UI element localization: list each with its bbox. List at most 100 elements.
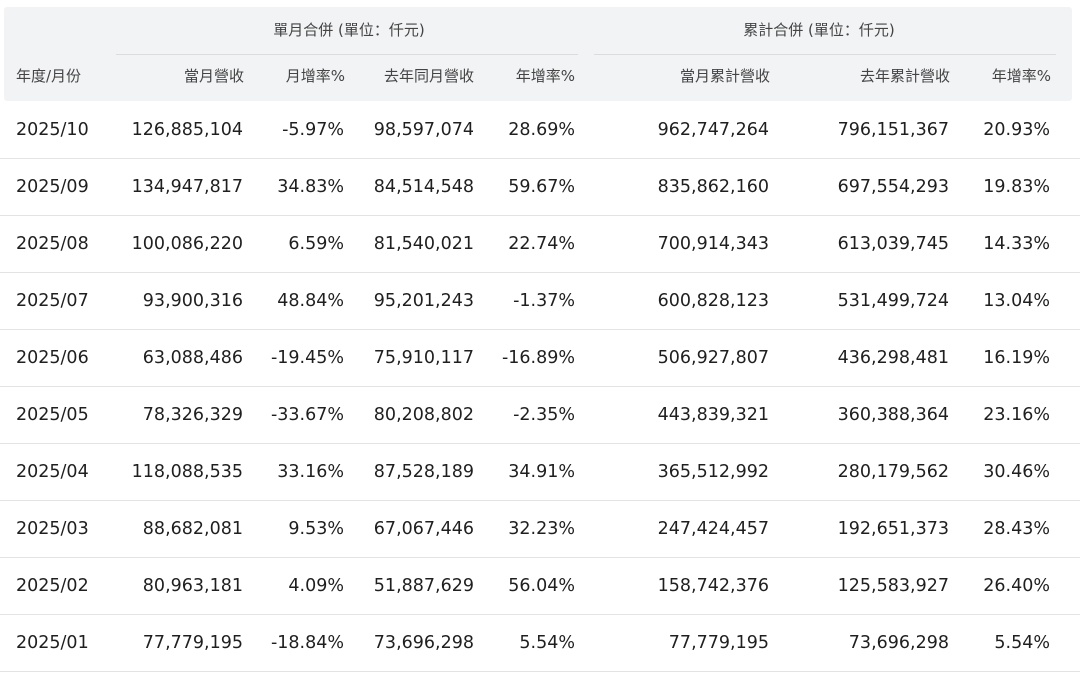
cell-yoy: 5.54%	[519, 633, 575, 653]
cell-mom: 48.84%	[277, 291, 344, 311]
table-row: 2025/04 118,088,535 33.16% 87,528,189 34.91%…	[0, 444, 1080, 501]
table-row: 2025/09 134,947,817 34.83% 84,514,548 59.67%…	[0, 159, 1080, 216]
cell-period: 2025/07	[16, 291, 89, 311]
table-row: 2025/08 100,086,220 6.59% 81,540,021 22.74% 7…	[0, 216, 1080, 273]
cell-last-year-cum: 360,388,364	[837, 405, 949, 425]
cell-cum-revenue: 962,747,264	[657, 120, 769, 140]
cell-yoy: 32.23%	[508, 519, 575, 539]
group-header-monthly: 單月合併 (單位：仟元)	[273, 21, 425, 39]
cell-cum-yoy: 13.04%	[983, 291, 1050, 311]
col-header-month-revenue: 當月營收	[183, 67, 244, 85]
group-divider-cumulative	[594, 54, 1056, 55]
cell-cum-revenue: 600,828,123	[657, 291, 769, 311]
table-row: 2025/05 78,326,329 -33.67% 80,208,802 -2.35%…	[0, 387, 1080, 444]
table-row: 2025/03 88,682,081 9.53% 67,067,446 32.23% 24…	[0, 501, 1080, 558]
cell-month-revenue: 126,885,104	[131, 120, 243, 140]
cell-month-revenue: 77,779,195	[142, 633, 243, 653]
cell-cum-revenue: 506,927,807	[657, 348, 769, 368]
cell-month-revenue: 78,326,329	[142, 405, 243, 425]
cell-period: 2025/01	[16, 633, 89, 653]
cell-month-revenue: 88,682,081	[142, 519, 243, 539]
cell-mom: 4.09%	[288, 576, 344, 596]
cell-month-revenue: 100,086,220	[131, 234, 243, 254]
cell-last-year-cum: 73,696,298	[848, 633, 949, 653]
table-row: 2025/10 126,885,104 -5.97% 98,597,074 28.69%…	[0, 102, 1080, 159]
cell-last-year-cum: 796,151,367	[837, 120, 949, 140]
table-row: 2025/01 77,779,195 -18.84% 73,696,298 5.54% 7…	[0, 615, 1080, 672]
cell-last-year-cum: 280,179,562	[837, 462, 949, 482]
table-row: 2025/07 93,900,316 48.84% 95,201,243 -1.37% 6…	[0, 273, 1080, 330]
cell-cum-yoy: 28.43%	[983, 519, 1050, 539]
col-header-last-year-month: 去年同月營收	[383, 67, 474, 85]
cell-last-year-cum: 613,039,745	[837, 234, 949, 254]
cell-mom: -33.67%	[270, 405, 344, 425]
cell-month-revenue: 134,947,817	[131, 177, 243, 197]
cell-cum-yoy: 14.33%	[983, 234, 1050, 254]
cell-period: 2025/06	[16, 348, 89, 368]
cell-cum-revenue: 835,862,160	[657, 177, 769, 197]
col-header-cum-revenue: 當月累計營收	[679, 67, 770, 85]
cell-period: 2025/08	[16, 234, 89, 254]
cell-last-year-month: 73,696,298	[373, 633, 474, 653]
cell-yoy: 56.04%	[508, 576, 575, 596]
cell-yoy: 34.91%	[508, 462, 575, 482]
cell-last-year-month: 67,067,446	[373, 519, 474, 539]
cell-last-year-month: 80,208,802	[373, 405, 474, 425]
col-header-mom: 月增率%	[285, 67, 345, 85]
cell-mom: 33.16%	[277, 462, 344, 482]
cell-cum-yoy: 19.83%	[983, 177, 1050, 197]
cell-cum-revenue: 443,839,321	[657, 405, 769, 425]
cell-month-revenue: 118,088,535	[131, 462, 243, 482]
cell-yoy: 59.67%	[508, 177, 575, 197]
cell-last-year-cum: 125,583,927	[837, 576, 949, 596]
cell-month-revenue: 80,963,181	[142, 576, 243, 596]
cell-cum-revenue: 365,512,992	[657, 462, 769, 482]
cell-mom: 6.59%	[288, 234, 344, 254]
col-header-cum-yoy: 年增率%	[991, 67, 1051, 85]
cell-cum-yoy: 16.19%	[983, 348, 1050, 368]
cell-period: 2025/02	[16, 576, 89, 596]
cell-month-revenue: 63,088,486	[142, 348, 243, 368]
group-divider-monthly	[116, 54, 578, 55]
cell-period: 2025/04	[16, 462, 89, 482]
cell-last-year-month: 75,910,117	[373, 348, 474, 368]
table-row: 2025/06 63,088,486 -19.45% 75,910,117 -16.89…	[0, 330, 1080, 387]
table-row: 2025/02 80,963,181 4.09% 51,887,629 56.04% 15…	[0, 558, 1080, 615]
cell-cum-revenue: 77,779,195	[668, 633, 769, 653]
cell-cum-yoy: 30.46%	[983, 462, 1050, 482]
cell-month-revenue: 93,900,316	[142, 291, 243, 311]
cell-mom: 9.53%	[288, 519, 344, 539]
cell-period: 2025/05	[16, 405, 89, 425]
cell-last-year-cum: 436,298,481	[837, 348, 949, 368]
cell-period: 2025/09	[16, 177, 89, 197]
cell-last-year-month: 51,887,629	[373, 576, 474, 596]
cell-last-year-cum: 697,554,293	[837, 177, 949, 197]
cell-last-year-cum: 531,499,724	[837, 291, 949, 311]
cell-cum-yoy: 5.54%	[994, 633, 1050, 653]
cell-yoy: -16.89%	[501, 348, 575, 368]
cell-yoy: 22.74%	[508, 234, 575, 254]
cell-yoy: -1.37%	[513, 291, 575, 311]
cell-cum-yoy: 26.40%	[983, 576, 1050, 596]
cell-yoy: 28.69%	[508, 120, 575, 140]
table-header: 單月合併 (單位：仟元) 累計合併 (單位：仟元) 年度/月份 當月營收 月增率…	[4, 7, 1072, 101]
cell-period: 2025/10	[16, 120, 89, 140]
col-header-yoy: 年增率%	[515, 67, 575, 85]
cell-mom: -19.45%	[270, 348, 344, 368]
cell-mom: -18.84%	[270, 633, 344, 653]
cell-mom: -5.97%	[282, 120, 344, 140]
cell-last-year-month: 98,597,074	[373, 120, 474, 140]
cell-cum-yoy: 20.93%	[983, 120, 1050, 140]
cell-cum-revenue: 700,914,343	[657, 234, 769, 254]
cell-mom: 34.83%	[277, 177, 344, 197]
cell-cum-yoy: 23.16%	[983, 405, 1050, 425]
cell-last-year-cum: 192,651,373	[837, 519, 949, 539]
cell-cum-revenue: 247,424,457	[657, 519, 769, 539]
cell-last-year-month: 84,514,548	[373, 177, 474, 197]
col-header-period: 年度/月份	[16, 67, 82, 85]
group-header-cumulative: 累計合併 (單位：仟元)	[743, 21, 895, 39]
cell-last-year-month: 95,201,243	[373, 291, 474, 311]
cell-cum-revenue: 158,742,376	[657, 576, 769, 596]
cell-yoy: -2.35%	[513, 405, 575, 425]
